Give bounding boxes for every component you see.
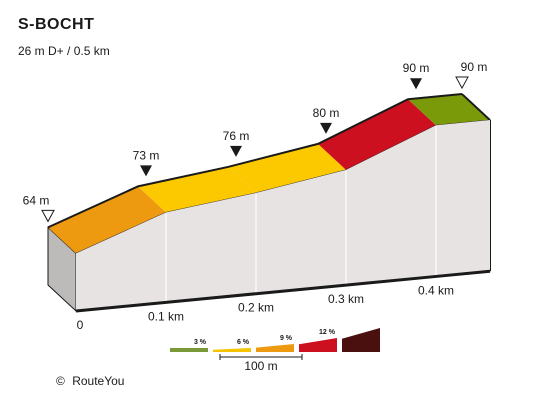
legend-label: 9 % — [280, 335, 293, 342]
x-tick-label: 0 — [77, 318, 84, 332]
profile-front-face — [76, 120, 490, 311]
filled-triangle-marker-icon — [320, 122, 332, 134]
gradient-segment-2 — [138, 166, 256, 213]
legend-label: 12 % — [319, 329, 336, 336]
legend-label: 3 % — [194, 339, 207, 346]
elevation-label: 64 m — [23, 193, 50, 207]
gradient-segment-4 — [318, 99, 436, 170]
legend-swatch-5 — [342, 328, 380, 352]
elevation-label: 76 m — [223, 129, 250, 143]
distance-axis: 0 0.1 km 0.2 km 0.3 km 0.4 km — [77, 283, 454, 332]
legend-swatch-2 — [213, 348, 251, 352]
page-title: S-BOCHT — [18, 16, 95, 33]
page-subtitle: 26 m D+ / 0.5 km — [18, 44, 110, 58]
filled-triangle-marker-icon — [230, 145, 242, 157]
legend-swatch-3 — [256, 344, 294, 352]
elevation-label: 80 m — [313, 106, 340, 120]
legend-label: 6 % — [237, 339, 250, 346]
profile-right-top-edge — [461, 93, 491, 121]
legend-swatch-1 — [170, 348, 208, 352]
x-tick-label: 0.3 km — [328, 292, 364, 306]
profile-front-face — [75, 120, 491, 313]
filled-triangle-marker-icon — [140, 165, 152, 177]
profile-base-edge — [75, 269, 491, 313]
footer-credit: © RouteYou — [56, 374, 124, 388]
elevation-label: 73 m — [133, 148, 160, 162]
copyright-icon: © — [56, 374, 65, 388]
brand-name[interactable]: RouteYou — [72, 374, 125, 388]
gradient-segment-1 — [48, 186, 166, 254]
gradient-segment-3 — [228, 143, 346, 193]
profile-ridge-line — [47, 93, 463, 229]
scale-bar-label: 100 m — [244, 359, 277, 373]
elevation-label: 90 m — [461, 60, 488, 74]
x-tick-label: 0.4 km — [418, 283, 454, 297]
x-tick-label: 0.2 km — [238, 301, 274, 315]
open-triangle-marker-icon — [41, 209, 55, 223]
gradient-legend: 3 % 6 % 9 % 12 % 100 m — [170, 328, 380, 373]
open-triangle-marker-icon — [455, 76, 469, 90]
legend-swatch-4 — [299, 338, 337, 352]
elevation-labels: 64 m 73 m 76 m 80 m 90 m 90 m — [23, 60, 488, 223]
elevation-label: 90 m — [403, 61, 430, 75]
x-tick-label: 0.1 km — [148, 309, 184, 323]
filled-triangle-marker-icon — [410, 78, 422, 90]
profile-top-faces — [47, 93, 491, 254]
